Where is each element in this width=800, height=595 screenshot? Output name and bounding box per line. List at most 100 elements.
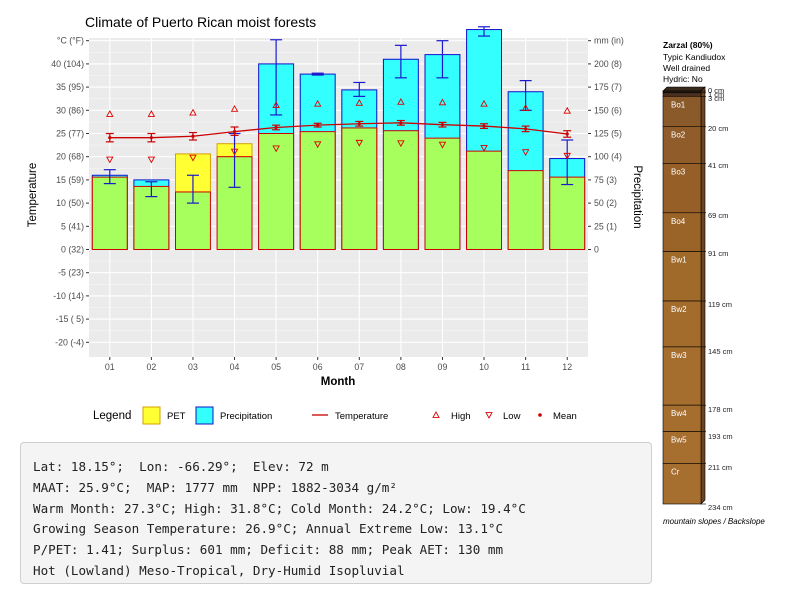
soil-depth-label-9: 178 cm (708, 405, 733, 414)
right-tick-label-4: 125 (5) (594, 129, 622, 139)
low-marker-12 (563, 152, 571, 160)
temp-mean-point-02 (149, 136, 153, 140)
high-marker-10 (480, 99, 488, 107)
soil-horizon-1 (662, 92, 702, 97)
high-marker-11 (521, 104, 530, 111)
right-axis: mm (in) 200 (8) 175 (7) 150 (6) 125 (5) 100 (… (588, 36, 624, 255)
x-tick-label-03: 03 (188, 362, 198, 372)
low-marker-05 (272, 145, 280, 153)
low-marker-03 (189, 154, 197, 162)
aet-bar-11 (507, 170, 544, 250)
soil-horizon-label-11: Cr (671, 467, 680, 476)
soil-horizon-9 (662, 404, 702, 432)
left-tick-label-12: -15 ( 5) (56, 314, 84, 324)
soil-horizon-label-7: Bw2 (671, 305, 687, 314)
soil-horizon-2 (662, 95, 702, 127)
soil-horizon-5 (662, 212, 702, 252)
climate-info-box: Lat: 18.15°; Lon: -66.29°; Elev: 72 m MA… (20, 442, 652, 584)
right-tick-label-6: 75 (3) (594, 175, 617, 185)
soil-horizon-label-6: Bw1 (671, 256, 687, 265)
low-marker-08 (397, 140, 405, 148)
y-axis-right-label: Precipitation (631, 165, 643, 228)
temp-mean-point-05 (274, 125, 278, 130)
temperature-line (109, 122, 568, 139)
soil-horizon-8 (662, 346, 702, 406)
left-tick-label-4: 25 (77) (56, 129, 84, 139)
aet-bar-09 (424, 137, 461, 250)
high-marker-03 (189, 108, 197, 116)
legend-precip-label: Precipitation (220, 411, 272, 422)
soil-depth-label-2: 3 cm (708, 94, 724, 103)
soil-depth-label-0: 0 cm (708, 86, 724, 95)
high-marker-05 (272, 101, 280, 109)
aet-bar-01 (91, 176, 128, 250)
x-axis-label: Month (321, 376, 355, 388)
x-tick-label-04: 04 (230, 362, 240, 372)
info-line-classification: Hot (Lowland) Meso-Tropical, Dry-Humid I… (33, 562, 405, 578)
high-marker-06 (313, 99, 322, 107)
temp-mean-point-11 (524, 127, 528, 131)
x-tick-label-01: 01 (105, 362, 115, 372)
soil-depth-label-7: 119 cm (708, 300, 732, 309)
left-tick-label-6: 15 (59) (56, 175, 84, 185)
temp-mean-point-10 (482, 124, 486, 128)
soil-depth-label-11: 211 cm (708, 463, 732, 472)
high-marker-04 (230, 104, 239, 112)
low-marker-07 (355, 139, 364, 147)
aet-bar-07 (341, 127, 378, 250)
high-marker-09 (438, 98, 447, 106)
soil-top-face (662, 86, 706, 92)
soil-horizon-label-3: Bo2 (671, 130, 686, 139)
soil-horizon-label-2: Bo1 (671, 100, 686, 109)
legend-low-swatch (485, 412, 493, 419)
legend-high-label: High (451, 411, 471, 422)
left-tick-label-11: -10 (14) (53, 291, 84, 301)
info-line-maat: MAAT: 25.9°C; MAP: 1777 mm NPP: 1882-303… (33, 479, 397, 495)
left-tick-label-1: 40 (104) (51, 59, 84, 69)
high-marker-08 (397, 98, 405, 105)
temp-mean-point-06 (316, 123, 320, 127)
legend-pet-label: PET (167, 411, 186, 422)
high-marker-07 (355, 98, 364, 106)
high-marker-12 (563, 106, 571, 114)
low-marker-10 (480, 145, 488, 152)
high-marker-02 (147, 110, 156, 117)
y-axis-left-label: Temperature (27, 163, 39, 228)
left-tick-label-13: -20 (-4) (55, 337, 84, 347)
x-tick-label-12: 12 (562, 362, 572, 372)
legend-mean-label: Mean (553, 411, 577, 422)
chart-title: Climate of Puerto Rican moist forests (85, 14, 316, 30)
low-marker-02 (147, 156, 156, 164)
right-tick-label-2: 175 (7) (594, 82, 622, 92)
soil-depth-label-4: 41 cm (708, 161, 728, 170)
right-tick-label-7: 50 (2) (594, 198, 617, 208)
soil-subtitle-1: Well drained (663, 63, 710, 73)
soil-depth-label-6: 91 cm (708, 249, 728, 258)
low-marker-09 (438, 141, 447, 149)
x-tick-label-02: 02 (146, 362, 156, 372)
low-marker-11 (521, 149, 530, 156)
x-tick-label-05: 05 (271, 362, 281, 372)
soil-depth-label-5: 69 cm (708, 211, 728, 220)
left-tick-label-5: 20 (68) (56, 152, 84, 162)
left-axis: °C (°F) 40 (104) 35 (95) 30 (86) 25 (77) 20 (… (51, 36, 89, 347)
soil-horizon-3 (662, 125, 702, 164)
left-tick-label-0: °C (°F) (57, 36, 84, 46)
soil-subtitle-0: Typic Kandiudox (663, 52, 726, 62)
soil-horizon-label-8: Bw3 (671, 351, 687, 360)
temp-mean-point-08 (399, 121, 403, 125)
x-tick-label-11: 11 (521, 362, 530, 372)
legend-mean-swatch (538, 413, 542, 417)
legend-title: Legend (93, 410, 131, 422)
soil-depth-label-10: 193 cm (708, 432, 733, 441)
high-marker-01 (106, 110, 114, 117)
right-tick-label-3: 150 (6) (594, 105, 622, 115)
temperature-layer (105, 98, 572, 164)
soil-depth-label-12: 234 cm (708, 503, 733, 512)
left-tick-label-7: 10 (50) (56, 198, 84, 208)
soil-subtitle-2: Hydric: No (663, 74, 703, 84)
soil-side-face (700, 86, 706, 505)
right-tick-label-1: 200 (8) (594, 59, 622, 69)
soil-depth-label-1: 1 cm (708, 90, 724, 99)
soil-depth-label-8: 145 cm (708, 347, 733, 356)
